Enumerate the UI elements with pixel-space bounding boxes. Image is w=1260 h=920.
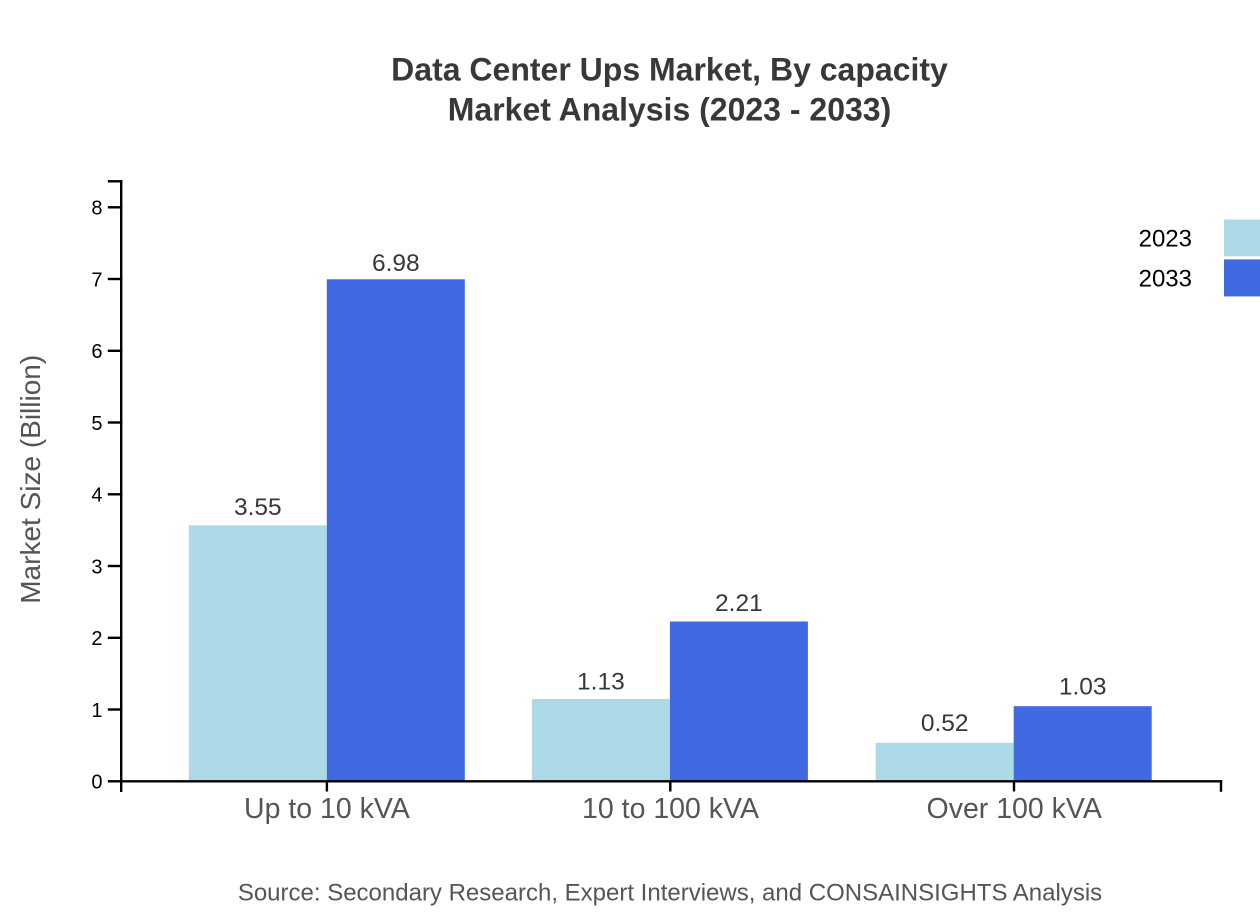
svg-text:6: 6 <box>91 341 102 363</box>
svg-text:3: 3 <box>91 556 102 578</box>
svg-text:0: 0 <box>91 772 102 794</box>
svg-text:10 to 100 kVA: 10 to 100 kVA <box>582 793 759 825</box>
svg-text:4: 4 <box>91 485 102 507</box>
svg-text:1.03: 1.03 <box>1059 674 1107 701</box>
svg-text:8: 8 <box>91 198 102 220</box>
svg-text:Source: Secondary Research, Ex: Source: Secondary Research, Expert Inter… <box>238 880 1102 907</box>
svg-text:1: 1 <box>91 700 102 722</box>
svg-text:Data Center Ups Market, By cap: Data Center Ups Market, By capacity <box>391 51 948 87</box>
svg-text:2.21: 2.21 <box>715 590 763 617</box>
svg-text:Market Analysis (2023 - 2033): Market Analysis (2023 - 2033) <box>448 92 892 128</box>
svg-text:7: 7 <box>91 269 102 291</box>
svg-text:6.98: 6.98 <box>372 250 420 277</box>
svg-text:2033: 2033 <box>1139 266 1192 293</box>
svg-text:Up to 10 kVA: Up to 10 kVA <box>244 793 410 825</box>
svg-text:Over 100 kVA: Over 100 kVA <box>927 793 1102 825</box>
svg-text:2023: 2023 <box>1139 226 1192 253</box>
svg-text:2: 2 <box>91 628 102 650</box>
svg-text:5: 5 <box>91 413 102 435</box>
svg-text:3.55: 3.55 <box>234 494 282 521</box>
svg-text:Market Size (Billion): Market Size (Billion) <box>15 355 46 604</box>
svg-text:0.52: 0.52 <box>921 710 969 737</box>
svg-text:1.13: 1.13 <box>577 669 625 696</box>
